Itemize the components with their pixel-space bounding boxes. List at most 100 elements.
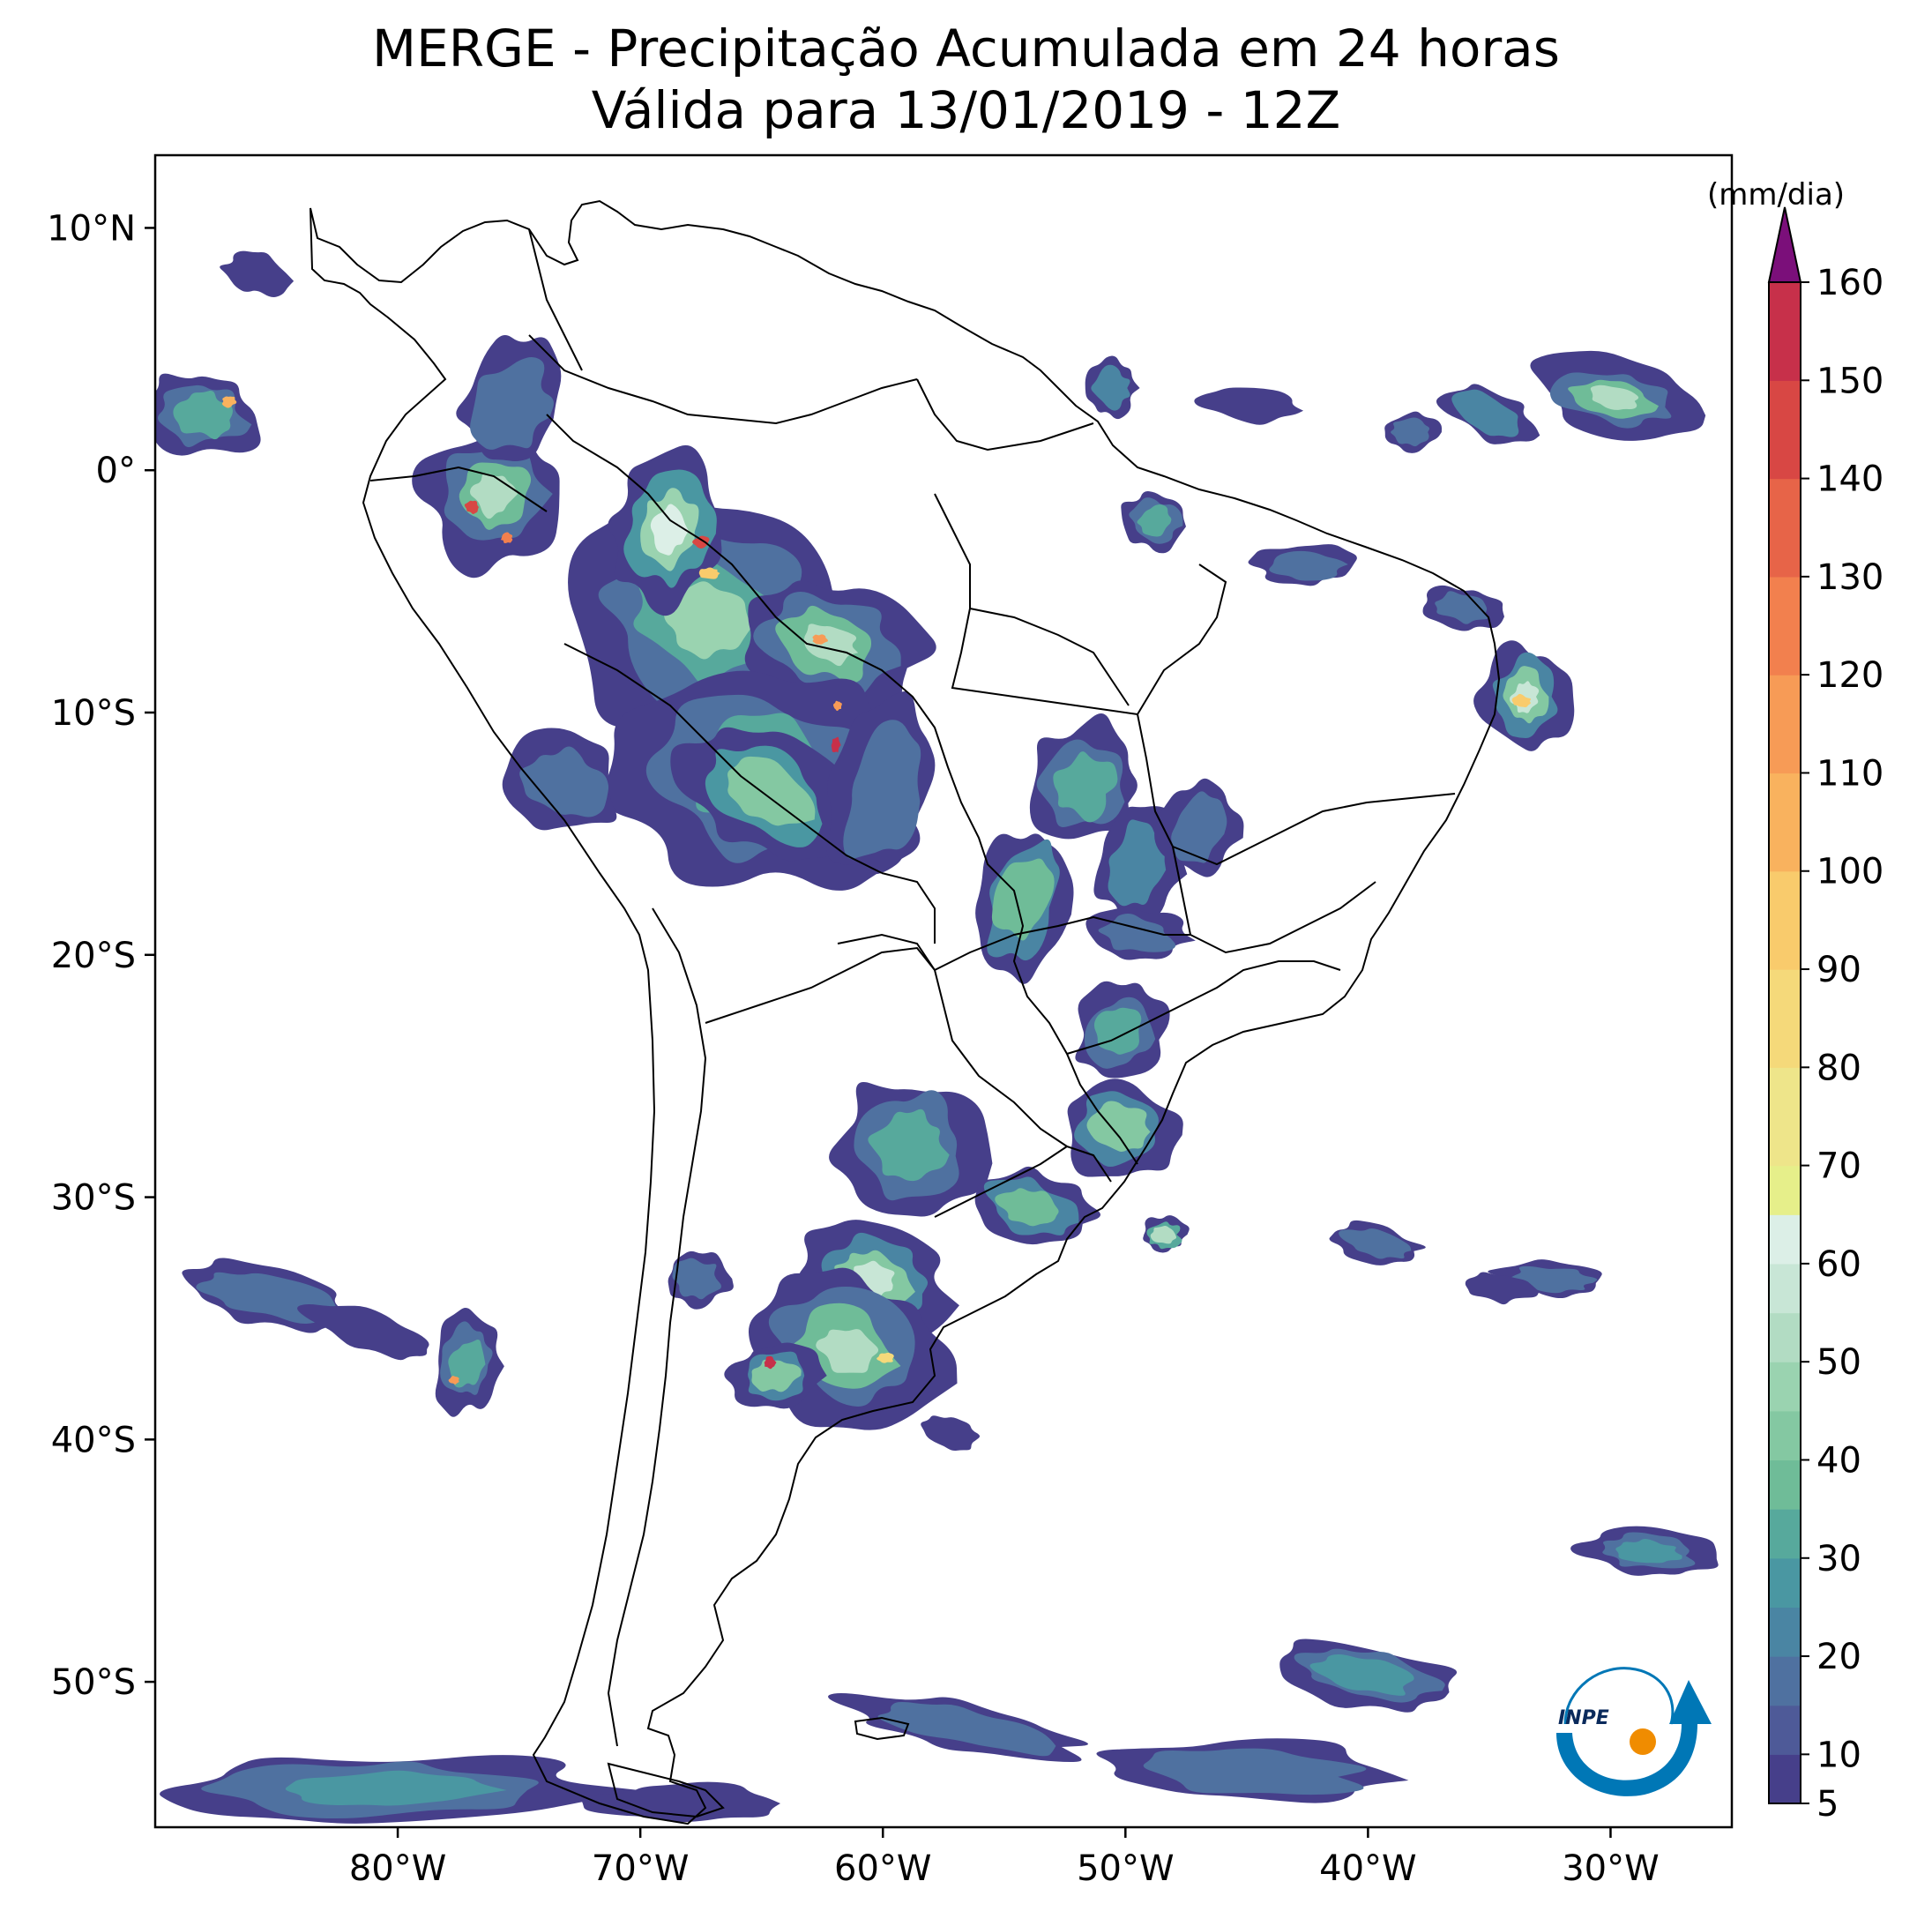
precip-cell <box>812 634 828 645</box>
colorbar-band <box>1769 1509 1801 1559</box>
colorbar-tick-label: 60 <box>1816 1244 1861 1285</box>
colorbar-tick-label: 160 <box>1816 263 1884 303</box>
longitude-axis: 80°W 70°W 60°W 50°W 40°W 30°W <box>349 1827 1660 1889</box>
colorbar-tick-label: 10 <box>1816 1735 1861 1775</box>
colorbar-band <box>1769 1410 1801 1461</box>
colorbar-band <box>1769 870 1801 921</box>
precip-cell <box>1615 1538 1682 1564</box>
colorbar-frame <box>1768 281 1801 1804</box>
colorbar-band <box>1769 1754 1801 1804</box>
precip-cell <box>1391 417 1430 447</box>
border-uruguay <box>934 1145 1112 1218</box>
colorbar-band <box>1769 1312 1801 1362</box>
border-paraguay-north <box>837 933 936 971</box>
lon-tick-label: 60°W <box>834 1848 931 1889</box>
precip-cell <box>1150 1225 1177 1244</box>
chart-title: MERGE - Precipitação Acumulada em 24 hor… <box>0 18 1932 141</box>
precip-cell <box>1309 1654 1414 1696</box>
colorbar-band <box>1769 1067 1801 1117</box>
colorbar-band <box>1769 429 1801 480</box>
precip-cell <box>448 1376 459 1385</box>
border-brazil-interior-7 <box>1066 960 1341 1055</box>
colorbar-tick-label: 100 <box>1816 852 1884 892</box>
precip-cell <box>501 532 513 544</box>
tierra-del-fuego <box>607 1762 725 1818</box>
precip-cell <box>727 756 816 826</box>
precip-cell <box>698 567 720 579</box>
colorbar-tick-label: 90 <box>1816 950 1861 990</box>
colorbar-band <box>1769 1459 1801 1510</box>
precip-cell <box>991 858 1055 941</box>
colorbar-band <box>1769 527 1801 578</box>
precip-cell <box>1108 819 1167 907</box>
lon-tick-label: 70°W <box>592 1848 689 1889</box>
colorbar-tick-label: 120 <box>1816 655 1884 696</box>
logo-dot-icon <box>1630 1728 1656 1755</box>
precip-cell <box>220 250 295 297</box>
colorbar-band <box>1769 625 1801 676</box>
precip-cell <box>692 535 710 549</box>
border-guianas <box>916 378 1094 452</box>
precip-cell <box>1091 364 1130 411</box>
title-line-2: Válida para 13/01/2019 - 12Z <box>591 80 1341 140</box>
precip-cell <box>995 1188 1059 1227</box>
colorbar-band <box>1769 478 1801 528</box>
precip-cell <box>464 500 479 514</box>
precip-cell <box>672 1258 721 1300</box>
lat-tick-label: 0° <box>96 451 136 491</box>
colorbar-band <box>1769 282 1801 332</box>
border-brazil-interior-1 <box>934 493 1138 715</box>
precip-cell <box>816 1329 879 1373</box>
lon-tick-label: 30°W <box>1562 1848 1659 1889</box>
colorbar-band <box>1769 1116 1801 1167</box>
colorbar-band <box>1769 1557 1801 1609</box>
title-line-1: MERGE - Precipitação Acumulada em 24 hor… <box>372 19 1560 78</box>
precip-cell <box>1451 389 1519 437</box>
precip-cell <box>173 391 233 440</box>
precip-cell <box>470 357 554 450</box>
lat-tick-label: 20°S <box>51 936 136 976</box>
inpe-logo: INPE <box>1530 1652 1712 1802</box>
colorbar: 5 10 20 30 40 50 60 70 80 90 100 110 120 130 140 150 160… <box>1707 177 1884 1825</box>
colorbar-band <box>1769 675 1801 725</box>
precipitation-field <box>155 250 1719 1824</box>
precip-cell <box>1511 693 1532 708</box>
precip-cell <box>285 1770 507 1806</box>
border-brazil-venezuela <box>528 334 918 425</box>
precip-cell <box>832 700 842 712</box>
precip-cell <box>843 720 921 859</box>
lat-tick-label: 30°S <box>51 1178 136 1219</box>
colorbar-band <box>1769 1018 1801 1068</box>
colorbar-tick-label: 110 <box>1816 753 1884 794</box>
precip-cell <box>519 746 609 817</box>
border-brazil-interior-5 <box>1172 846 1376 954</box>
colorbar-extend-arrow <box>1767 206 1802 283</box>
precip-cell <box>1171 791 1227 863</box>
precip-cell <box>1465 1272 1540 1305</box>
border-brazil-interior-3 <box>1137 713 1456 866</box>
colorbar-band <box>1769 1607 1801 1657</box>
lat-tick-label: 40°S <box>51 1420 136 1460</box>
colorbar-tick-label: 5 <box>1816 1784 1839 1825</box>
colorbar-band <box>1769 380 1801 430</box>
precip-cell <box>663 581 752 660</box>
colorbar-band <box>1769 1214 1801 1265</box>
border-peru-bolivia <box>563 643 883 874</box>
precip-cell <box>221 396 237 408</box>
precip-cell <box>1086 1101 1151 1153</box>
precip-cell <box>297 1303 429 1361</box>
border-brazil-west <box>546 414 1138 1165</box>
colorbar-band <box>1769 331 1801 381</box>
south-america-coastline <box>310 199 1501 1825</box>
precip-cell <box>1435 591 1488 624</box>
lat-tick-label: 10°N <box>47 208 136 249</box>
lon-tick-label: 40°W <box>1319 1848 1416 1889</box>
colorbar-band <box>1769 773 1801 823</box>
colorbar-band <box>1769 1362 1801 1412</box>
colorbar-tick-label: 50 <box>1816 1342 1861 1383</box>
falkland-islands <box>854 1716 910 1741</box>
precip-cell <box>831 736 841 753</box>
logo-swoosh-icon <box>1556 1680 1712 1796</box>
precip-cell <box>650 504 690 556</box>
precip-cell <box>1269 550 1348 581</box>
